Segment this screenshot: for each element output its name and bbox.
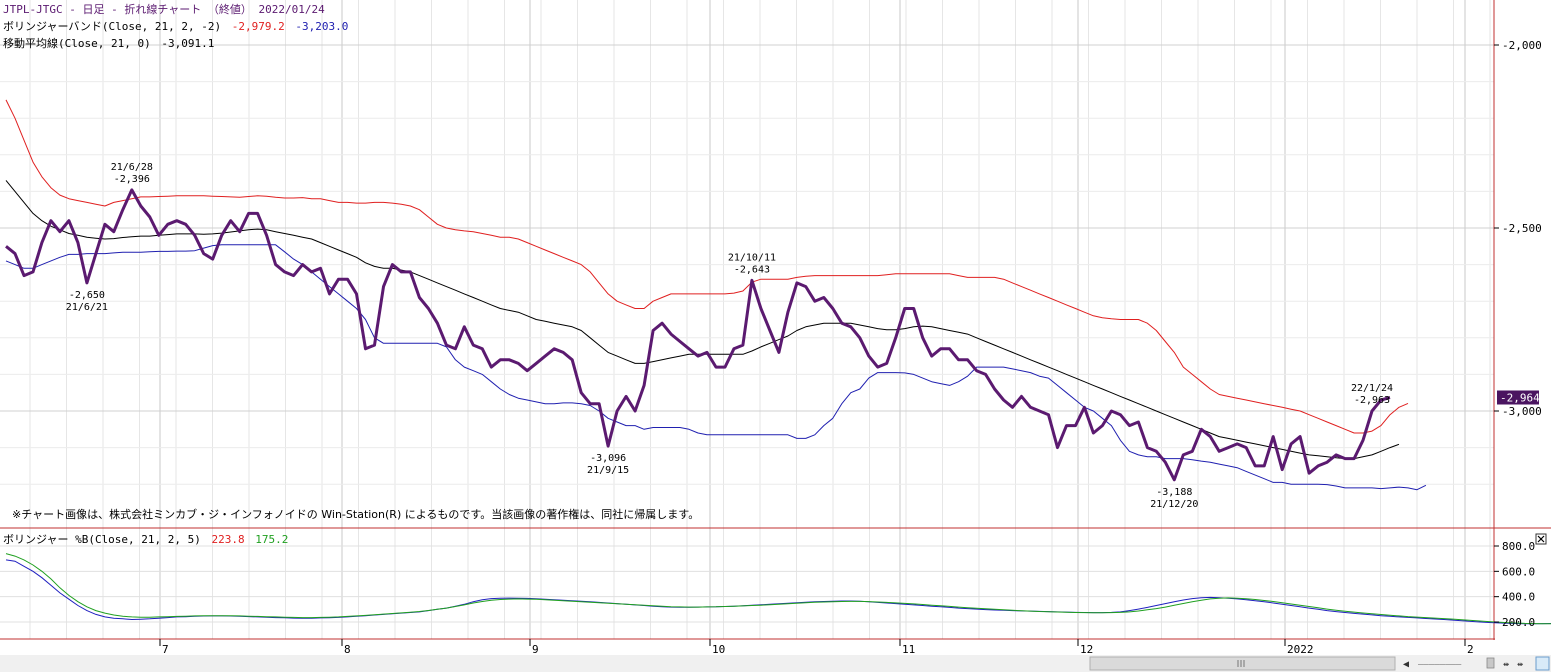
annotation-value: -3,188 — [1156, 487, 1192, 498]
last-value-label: -2,964 — [1500, 392, 1540, 405]
x-tick-label: 8 — [344, 643, 351, 656]
annotation-date: 21/9/15 — [587, 465, 629, 476]
ma-value: -3,091.1 — [161, 37, 214, 50]
chart-title: JTPL-JTGC - 日足 - 折れ線チャート （終値） 2022/01/24 — [3, 2, 325, 16]
copyright-notice: ※チャート画像は、株式会社ミンカブ・ジ・インフォノイドの Win-Station… — [12, 507, 699, 521]
percent-b-line2 — [5, 553, 1551, 625]
upper-band-line — [5, 99, 1409, 434]
last-value-box — [1497, 390, 1539, 405]
percent-b-value2: 175.2 — [255, 533, 288, 546]
annotation-date: 21/12/20 — [1150, 499, 1198, 510]
horizontal-gridlines — [0, 44, 1494, 623]
annotation-date: 22/1/24 — [1351, 383, 1393, 394]
main-series-group — [5, 99, 1427, 491]
last-value-marker: -2,964 — [1497, 390, 1540, 405]
annotation-date: 21/6/21 — [66, 302, 108, 313]
scrollbar-grip-icon — [1237, 660, 1245, 667]
annotation-value: -2,963 — [1354, 395, 1390, 406]
annotation-date: 21/10/11 — [728, 252, 776, 263]
percent-b-tick-label: 400.0 — [1502, 591, 1535, 604]
annotation-value: -3,096 — [590, 453, 626, 464]
percent-b-tick-label: 600.0 — [1502, 565, 1535, 578]
annotation-date: 21/6/28 — [111, 162, 153, 173]
y-tick-label: -2,000 — [1502, 39, 1542, 52]
y-tick-label: -2,500 — [1502, 222, 1542, 235]
x-tick-label: 9 — [532, 643, 539, 656]
x-tick-label: 12 — [1080, 643, 1093, 656]
y-tick-label: -3,000 — [1502, 405, 1542, 418]
x-axis: 7 8 9 10 11 12 2022 2 — [159, 639, 1474, 656]
bb-upper-value: -2,979.2 — [232, 20, 285, 33]
expand-left-icon[interactable]: ⇹ — [1503, 659, 1509, 670]
bb-legend: ボリンジャーバンド(Close, 21, 2, -2) -2,979.2 -3,… — [3, 20, 348, 33]
x-tick-label: 10 — [712, 643, 725, 656]
vertical-gridlines — [29, 0, 1491, 639]
percent-b-tick-label: 200.0 — [1502, 616, 1535, 629]
panel-close-button[interactable] — [1535, 533, 1547, 545]
ma-label: 移動平均線(Close, 21, 0) — [3, 36, 151, 50]
price-line — [5, 188, 1391, 482]
percent-b-label: ボリンジャー %B(Close, 21, 2, 5) — [3, 533, 201, 546]
scroll-left-icon[interactable]: ◀ — [1403, 659, 1409, 670]
annotation-value: -2,396 — [114, 174, 150, 185]
x-tick-label: 2 — [1467, 643, 1474, 656]
zoom-slider-handle[interactable] — [1486, 657, 1495, 669]
percent-b-value1: 223.8 — [212, 533, 245, 546]
expand-right-icon[interactable]: ⇹ — [1517, 659, 1523, 670]
x-tick-label: 7 — [162, 643, 169, 656]
percent-b-y-axis: 200.0 400.0 600.0 800.0 — [1494, 540, 1535, 629]
main-y-axis: -2,000 -2,500 -3,000 — [1494, 39, 1542, 418]
x-tick-label: 11 — [902, 643, 915, 656]
bb-label: ボリンジャーバンド(Close, 21, 2, -2) — [3, 20, 221, 33]
scrollbar-thumb[interactable] — [1089, 656, 1396, 671]
lower-band-line — [5, 244, 1427, 491]
bb-lower-value: -3,203.0 — [295, 20, 348, 33]
percent-b-legend: ボリンジャー %B(Close, 21, 2, 5) 223.8 175.2 — [3, 533, 288, 546]
zoom-slider-icon[interactable]: ―――――――― — [1418, 660, 1462, 670]
annotation-value: -2,650 — [69, 290, 105, 301]
annotation-value: -2,643 — [734, 264, 770, 275]
x-tick-label: 2022 — [1287, 643, 1314, 656]
percent-b-tick-label: 800.0 — [1502, 540, 1535, 553]
fit-icon[interactable] — [1535, 656, 1550, 671]
close-icon-stroke[interactable] — [1537, 535, 1545, 543]
percent-b-series-group — [5, 553, 1551, 625]
ma-legend: 移動平均線(Close, 21, 0) -3,091.1 — [3, 36, 214, 50]
